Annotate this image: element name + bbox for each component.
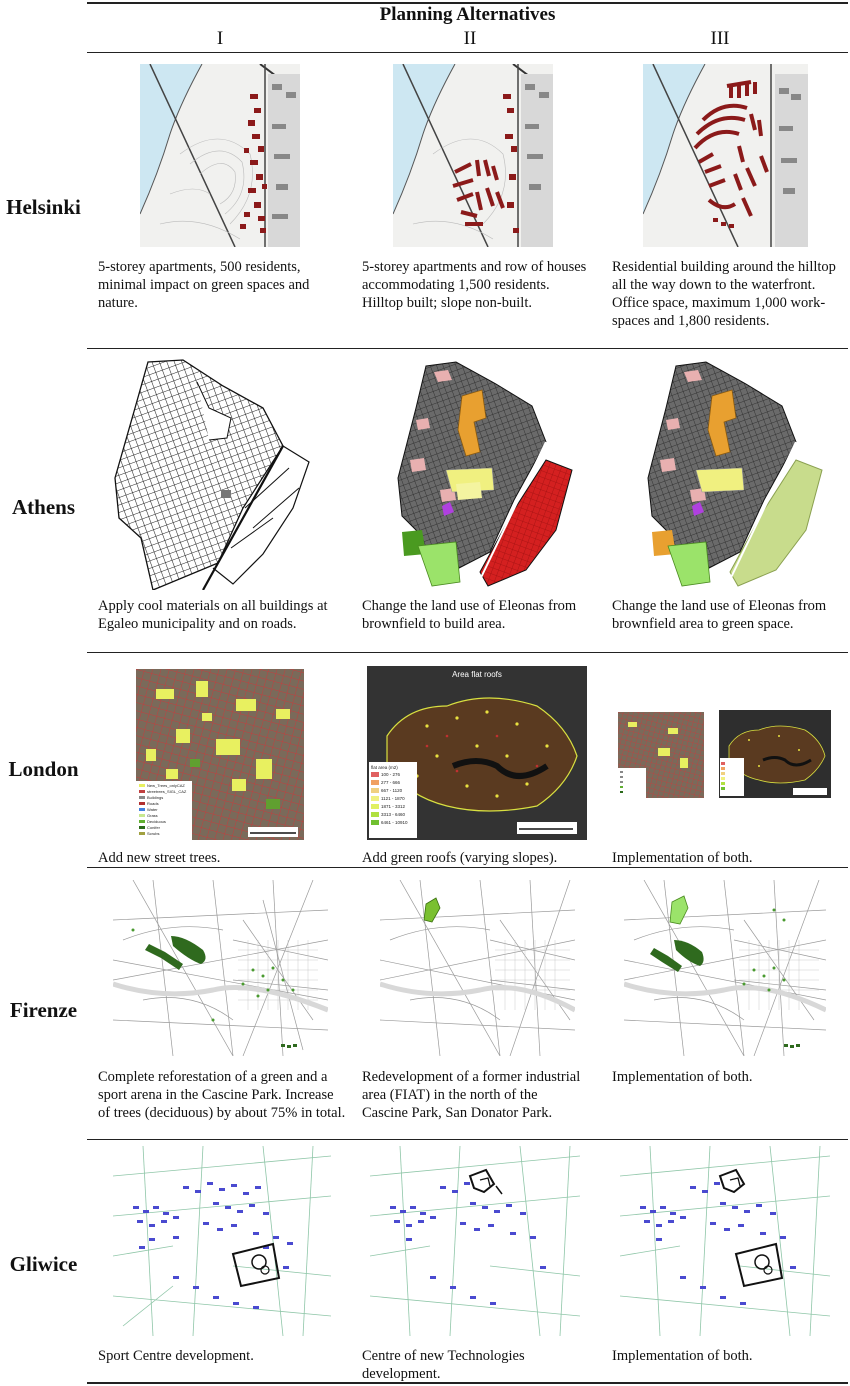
description-firenze-iii: Implementation of both. [612,1069,753,1085]
description-london-i: Add new street trees. [98,850,221,866]
athens-map-iii [646,360,824,590]
helsinki-map-i [140,64,300,247]
description-london-iii: Implementation of both. [612,850,753,866]
row-rule-helsinki [87,348,848,349]
london-roof-legend-title: flat area (m2) [371,765,398,770]
description-london-ii: Add green roofs (varying slopes). [362,850,558,866]
helsinki-map-ii [393,64,553,247]
firenze-map-iii [624,880,826,1056]
athens-map-i [113,358,313,590]
description-helsinki-iii: Residential building around the hilltop … [612,259,836,329]
london-legend-grass: Grass [147,813,158,818]
description-gliwice-i: Sport Centre development. [98,1348,254,1364]
city-label-gliwice: Gliwice [9,1252,78,1276]
london-legend-roads: Roads [147,801,159,806]
helsinki-map-iii [643,64,808,247]
london-roof-legend-6: 3313 - 6460 [381,812,406,817]
london-map-ii: Area flat roofs flat area (m2) 100 - 276… [367,666,587,840]
description-helsinki-ii: 5-storey apartments and row of houses ac… [362,259,587,311]
london-roof-legend-5: 1871 - 3312 [381,804,406,809]
london-roof-legend-3: 667 - 1120 [381,788,403,793]
description-firenze-ii: Redevelopment of a former industrial are… [362,1069,581,1121]
gliwice-map-ii [370,1146,580,1336]
description-gliwice-ii: Centre of new Technologies development. [362,1348,525,1382]
description-firenze-i: Complete reforestation of a green and a … [98,1069,346,1121]
column-header-i: I [216,28,224,49]
row-rule-athens [87,652,848,653]
london-roof-legend-2: 277 - 666 [381,780,401,785]
column-header-iii: III [710,28,730,49]
london-roof-legend-1: 100 - 276 [381,772,401,777]
city-label-firenze: Firenze [9,998,78,1022]
table-bottom-rule [87,1382,848,1384]
gliwice-map-i [113,1146,331,1336]
row-rule-firenze [87,1139,848,1140]
row-rule-london [87,867,848,868]
city-label-london: London [8,757,79,781]
athens-map-ii [396,360,576,590]
table-title: Planning Alternatives [379,4,556,25]
london-roof-legend-7: 6461 - 10910 [381,820,408,825]
london-map-i: New_Trees_onlyCAZ streetrees_SIGL_CAZ Bu… [136,669,304,840]
firenze-map-ii [380,880,575,1056]
firenze-map-i [113,880,328,1056]
london-legend-new-trees: New_Trees_onlyCAZ [147,783,185,788]
london-legend-streettrees: streetrees_SIGL_CAZ [147,789,187,794]
london-flat-roofs-title: Area flat roofs [452,670,502,679]
header-rule [87,52,848,53]
description-athens-iii: Change the land use of Eleonas from brow… [612,598,827,632]
column-header-ii: II [463,28,477,49]
city-label-athens: Athens [11,495,75,519]
london-roof-legend-4: 1121 - 1870 [381,796,405,801]
london-map-iii-roofs [719,710,831,798]
london-legend-conifer: Conifer [147,825,161,830]
london-legend-scrubs: Scrubs [147,831,159,836]
description-athens-i: Apply cool materials on all buildings at… [98,598,328,632]
london-legend-water: Water [147,807,158,812]
gliwice-map-iii [620,1146,830,1336]
city-label-helsinki: Helsinki [6,195,81,219]
description-athens-ii: Change the land use of Eleonas from brow… [362,598,577,632]
description-gliwice-iii: Implementation of both. [612,1348,753,1364]
table-top-rule [87,2,848,4]
london-legend-deciduous: Deciduous [147,819,166,824]
london-legend-buildings: Buildings [147,795,163,800]
description-helsinki-i: 5-storey apartments, 500 residents, mini… [98,259,310,311]
london-map-iii-trees [618,712,704,798]
